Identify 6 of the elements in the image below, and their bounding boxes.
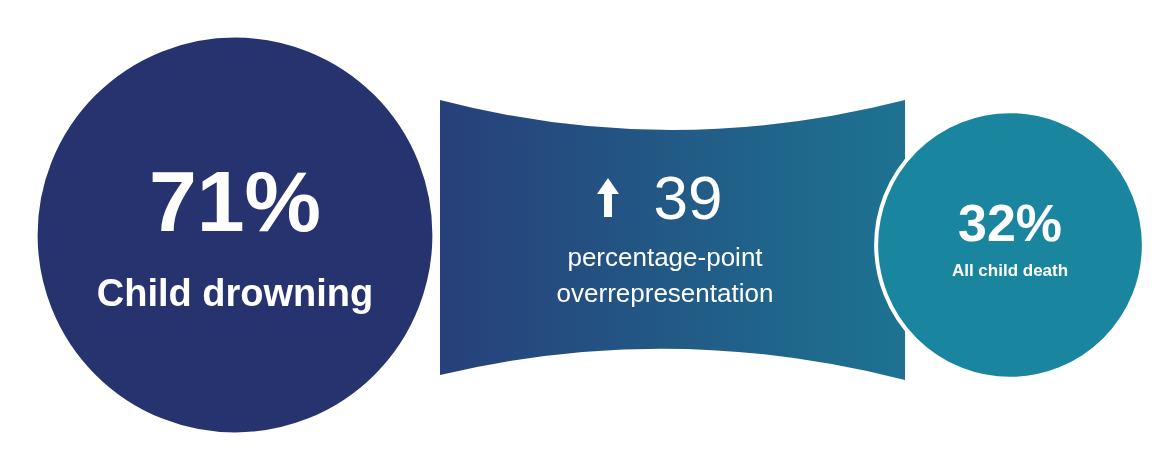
category-label: Child drowning: [96, 272, 374, 314]
text: 39: [653, 163, 723, 232]
data-label: 32%: [957, 194, 1063, 252]
category-label: All child death: [951, 261, 1069, 280]
data-label: 71%: [148, 153, 322, 249]
text: percentage-point overrepresentation: [556, 242, 774, 308]
